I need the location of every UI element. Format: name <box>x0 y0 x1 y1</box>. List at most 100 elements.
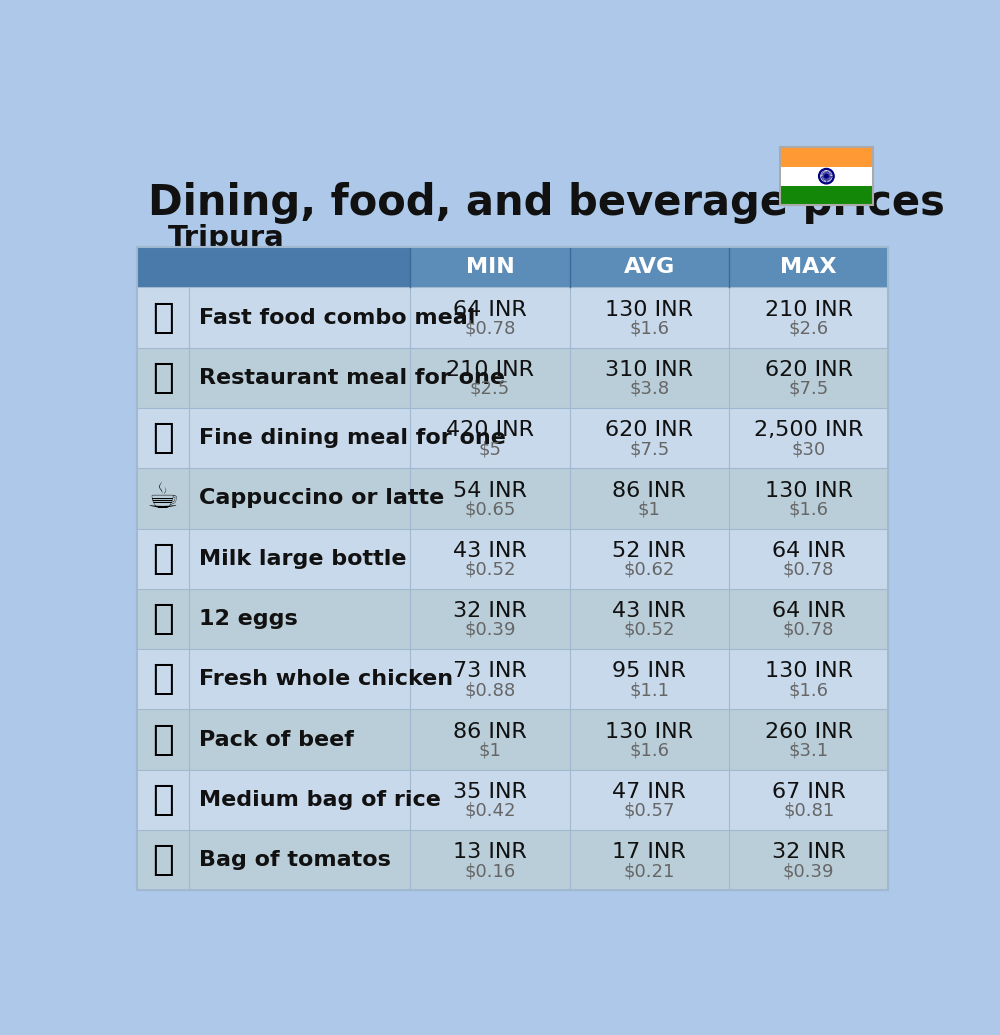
Text: $0.39: $0.39 <box>464 621 516 639</box>
Text: 12 eggs: 12 eggs <box>199 609 297 629</box>
Text: Dining, food, and beverage prices: Dining, food, and beverage prices <box>148 182 945 224</box>
Text: 2,500 INR: 2,500 INR <box>754 420 863 440</box>
Text: Fast food combo meal: Fast food combo meal <box>199 307 475 328</box>
Text: $5: $5 <box>478 440 501 459</box>
Bar <box>780 186 873 205</box>
Bar <box>137 589 888 649</box>
Text: ☕: ☕ <box>147 481 179 515</box>
Text: 43 INR: 43 INR <box>612 601 686 621</box>
Text: $0.78: $0.78 <box>783 621 834 639</box>
Text: Pack of beef: Pack of beef <box>199 730 354 749</box>
Text: 47 INR: 47 INR <box>612 782 686 802</box>
Text: $0.65: $0.65 <box>464 500 516 519</box>
Text: 🥩: 🥩 <box>152 722 174 757</box>
Bar <box>137 348 888 408</box>
Text: Cappuccino or latte: Cappuccino or latte <box>199 489 444 508</box>
Bar <box>137 408 888 468</box>
Text: $0.39: $0.39 <box>783 862 834 880</box>
Text: $1.1: $1.1 <box>629 681 669 700</box>
Text: $0.57: $0.57 <box>624 802 675 820</box>
Text: 35 INR: 35 INR <box>453 782 527 802</box>
Text: $0.78: $0.78 <box>464 320 516 337</box>
Text: Fresh whole chicken: Fresh whole chicken <box>199 670 453 689</box>
Circle shape <box>821 171 832 181</box>
Text: $1.6: $1.6 <box>629 320 669 337</box>
Bar <box>780 147 873 205</box>
Text: 130 INR: 130 INR <box>605 300 693 320</box>
Text: Medium bag of rice: Medium bag of rice <box>199 790 440 810</box>
Text: 620 INR: 620 INR <box>765 360 853 380</box>
Text: 310 INR: 310 INR <box>605 360 693 380</box>
Text: 32 INR: 32 INR <box>772 842 846 862</box>
Text: $0.16: $0.16 <box>464 862 516 880</box>
Bar <box>137 529 888 589</box>
Text: 73 INR: 73 INR <box>453 661 527 681</box>
Text: 🍔: 🍔 <box>152 300 174 334</box>
Text: $7.5: $7.5 <box>789 380 829 397</box>
Text: 🍽: 🍽 <box>152 421 174 455</box>
Circle shape <box>819 169 834 184</box>
Circle shape <box>825 175 828 178</box>
Bar <box>137 247 888 288</box>
Bar <box>137 247 888 890</box>
Text: $0.81: $0.81 <box>783 802 834 820</box>
Text: 43 INR: 43 INR <box>453 541 527 561</box>
Text: 86 INR: 86 INR <box>612 480 686 501</box>
Text: 64 INR: 64 INR <box>772 541 846 561</box>
Text: 130 INR: 130 INR <box>765 480 853 501</box>
Bar <box>780 147 873 167</box>
Text: $1.6: $1.6 <box>789 681 829 700</box>
Text: 🥛: 🥛 <box>152 541 174 575</box>
Text: Restaurant meal for one: Restaurant meal for one <box>199 367 505 388</box>
Text: 🥚: 🥚 <box>152 602 174 637</box>
Text: 🐔: 🐔 <box>152 662 174 697</box>
Text: 210 INR: 210 INR <box>765 300 853 320</box>
Text: Tripura: Tripura <box>168 225 284 253</box>
Text: 64 INR: 64 INR <box>453 300 527 320</box>
Text: $1: $1 <box>478 741 501 760</box>
Bar <box>137 468 888 529</box>
Text: 420 INR: 420 INR <box>446 420 534 440</box>
Bar <box>137 649 888 709</box>
Text: 13 INR: 13 INR <box>453 842 527 862</box>
Text: 210 INR: 210 INR <box>446 360 534 380</box>
Text: Bag of tomatos: Bag of tomatos <box>199 850 390 870</box>
Bar <box>780 167 873 186</box>
Bar <box>137 770 888 830</box>
Bar <box>137 288 888 348</box>
Text: 130 INR: 130 INR <box>765 661 853 681</box>
Text: $1: $1 <box>638 500 661 519</box>
Text: 🌾: 🌾 <box>152 782 174 817</box>
Text: $3.1: $3.1 <box>789 741 829 760</box>
Text: 67 INR: 67 INR <box>772 782 846 802</box>
Bar <box>137 709 888 770</box>
Text: $0.88: $0.88 <box>464 681 516 700</box>
Text: $2.5: $2.5 <box>470 380 510 397</box>
Text: Milk large bottle: Milk large bottle <box>199 549 406 569</box>
Text: $1.6: $1.6 <box>629 741 669 760</box>
Text: 52 INR: 52 INR <box>612 541 686 561</box>
Text: $7.5: $7.5 <box>629 440 669 459</box>
Text: 620 INR: 620 INR <box>605 420 693 440</box>
Text: $30: $30 <box>792 440 826 459</box>
Text: 130 INR: 130 INR <box>605 721 693 742</box>
Text: $0.78: $0.78 <box>783 561 834 579</box>
Text: $0.21: $0.21 <box>624 862 675 880</box>
Text: $0.52: $0.52 <box>464 561 516 579</box>
Text: $2.6: $2.6 <box>789 320 829 337</box>
Text: 17 INR: 17 INR <box>612 842 686 862</box>
Bar <box>137 247 410 288</box>
Text: 260 INR: 260 INR <box>765 721 853 742</box>
Text: $0.42: $0.42 <box>464 802 516 820</box>
Text: 54 INR: 54 INR <box>453 480 527 501</box>
Text: $3.8: $3.8 <box>629 380 669 397</box>
Text: AVG: AVG <box>624 258 675 277</box>
Text: 86 INR: 86 INR <box>453 721 527 742</box>
Text: $1.6: $1.6 <box>789 500 829 519</box>
Text: 64 INR: 64 INR <box>772 601 846 621</box>
Text: MIN: MIN <box>466 258 514 277</box>
Text: $0.52: $0.52 <box>624 621 675 639</box>
Text: 🍅: 🍅 <box>152 844 174 878</box>
Text: $0.62: $0.62 <box>624 561 675 579</box>
Bar <box>137 830 888 890</box>
